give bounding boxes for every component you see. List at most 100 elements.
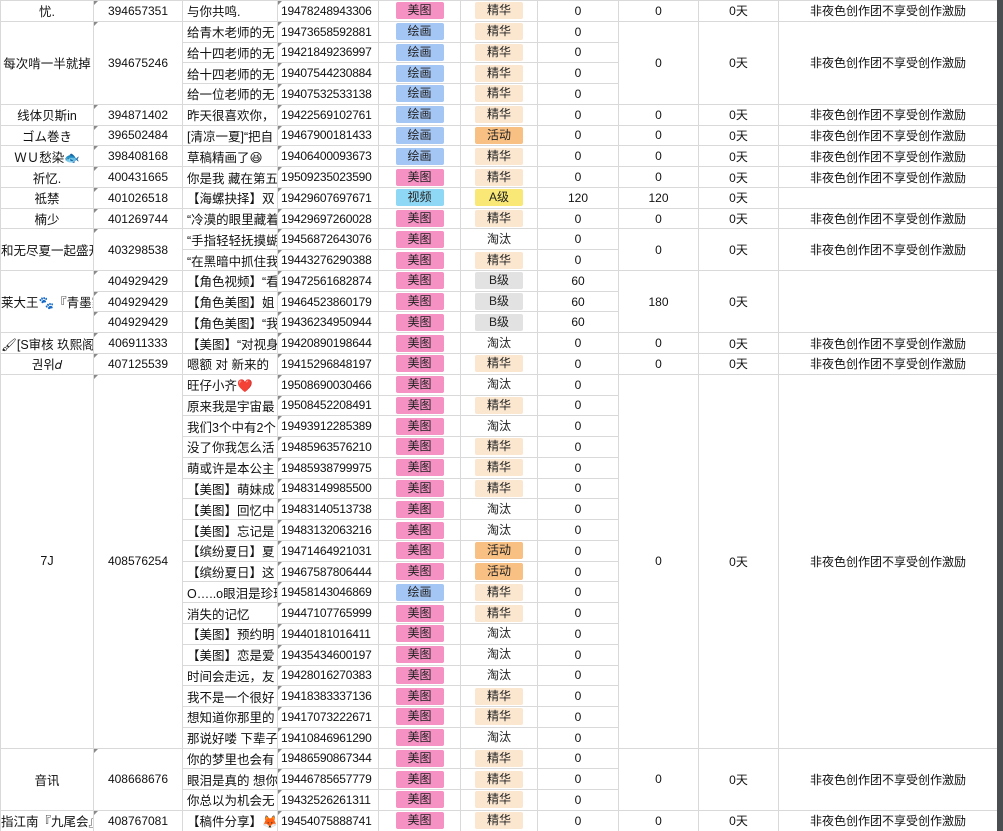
right-edge-scrollbar[interactable]: [997, 0, 1003, 831]
cell-remark[interactable]: 非夜色创作团不享受创作激励: [778, 145, 998, 168]
cell-total-score[interactable]: 0: [618, 353, 699, 375]
cell-score[interactable]: 0: [537, 456, 619, 479]
cell-score[interactable]: 0: [537, 41, 619, 64]
cell-score[interactable]: 0: [537, 62, 619, 85]
cell-post-title[interactable]: 你总以为机会无: [182, 789, 278, 811]
cell-post-title[interactable]: O…..o眼泪是珍珠: [182, 581, 278, 604]
cell-post-title[interactable]: 你是我 藏在第五: [182, 166, 278, 188]
cell-total-score[interactable]: 0: [618, 166, 699, 188]
cell-score[interactable]: 0: [537, 560, 619, 583]
cell-member-id[interactable]: 401026518: [93, 186, 183, 209]
cell-status-badge[interactable]: 精华: [460, 747, 538, 770]
cell-post-id[interactable]: 19485938799975: [277, 456, 379, 479]
cell-type-badge[interactable]: 绘画: [378, 103, 461, 126]
cell-score[interactable]: 0: [537, 519, 619, 541]
cell-post-title[interactable]: 那说好喽 下辈子: [182, 726, 278, 749]
cell-member-id[interactable]: 400431665: [93, 166, 183, 188]
cell-score[interactable]: 0: [537, 436, 619, 458]
cell-remark[interactable]: [778, 186, 998, 209]
cell-type-badge[interactable]: 美图: [378, 332, 461, 355]
cell-remark[interactable]: 非夜色创作团不享受创作激励: [778, 124, 998, 147]
cell-status-badge[interactable]: 淘汰: [460, 373, 538, 396]
cell-score[interactable]: 0: [537, 353, 619, 375]
cell-post-title[interactable]: 眼泪是真的 想你: [182, 768, 278, 791]
cell-post-id[interactable]: 19478248943306: [277, 0, 379, 22]
cell-total-score[interactable]: 0: [618, 332, 699, 355]
cell-total-score[interactable]: 0: [618, 809, 699, 831]
cell-status-badge[interactable]: 精华: [460, 394, 538, 417]
cell-type-badge[interactable]: 美图: [378, 207, 461, 230]
cell-post-id[interactable]: 19410846961290: [277, 726, 379, 749]
cell-status-badge[interactable]: A级: [460, 186, 538, 209]
cell-member-name[interactable]: 忧.: [0, 0, 94, 22]
cell-member-name[interactable]: 7J: [0, 373, 94, 749]
cell-status-badge[interactable]: 精华: [460, 207, 538, 230]
cell-post-id[interactable]: 19417073222671: [277, 706, 379, 728]
cell-post-title[interactable]: 没了你我怎么活: [182, 436, 278, 458]
cell-post-id[interactable]: 19509235023590: [277, 166, 379, 188]
cell-remark[interactable]: 非夜色创作团不享受创作激励: [778, 228, 998, 271]
cell-score[interactable]: 0: [537, 789, 619, 811]
cell-remark[interactable]: 非夜色创作团不享受创作激励: [778, 353, 998, 375]
cell-status-badge[interactable]: 精华: [460, 436, 538, 458]
cell-post-id[interactable]: 19493912285389: [277, 415, 379, 438]
cell-score[interactable]: 0: [537, 643, 619, 666]
cell-member-name[interactable]: ＷＵ愁染🐟: [0, 145, 94, 168]
cell-post-title[interactable]: 原来我是宇宙最: [182, 394, 278, 417]
cell-score[interactable]: 0: [537, 0, 619, 22]
cell-status-badge[interactable]: 淘汰: [460, 332, 538, 355]
cell-score[interactable]: 0: [537, 83, 619, 105]
cell-score[interactable]: 0: [537, 228, 619, 251]
cell-type-badge[interactable]: 美图: [378, 726, 461, 749]
cell-score[interactable]: 0: [537, 207, 619, 230]
cell-status-badge[interactable]: 精华: [460, 706, 538, 728]
cell-post-id[interactable]: 19508452208491: [277, 394, 379, 417]
cell-status-badge[interactable]: 淘汰: [460, 519, 538, 541]
cell-remark[interactable]: 非夜色创作团不享受创作激励: [778, 166, 998, 188]
cell-days[interactable]: 0天: [698, 269, 779, 334]
cell-score[interactable]: 0: [537, 581, 619, 604]
cell-member-name[interactable]: ゴム巻き: [0, 124, 94, 147]
cell-status-badge[interactable]: 精华: [460, 477, 538, 500]
cell-post-id[interactable]: 19473658592881: [277, 20, 379, 43]
cell-score[interactable]: 60: [537, 311, 619, 334]
cell-days[interactable]: 0天: [698, 228, 779, 271]
cell-post-title[interactable]: 旺仔小齐❤️: [182, 373, 278, 396]
cell-type-badge[interactable]: 美图: [378, 809, 461, 831]
cell-score[interactable]: 0: [537, 145, 619, 168]
cell-type-badge[interactable]: 美图: [378, 622, 461, 645]
cell-status-badge[interactable]: 精华: [460, 20, 538, 43]
cell-status-badge[interactable]: 精华: [460, 145, 538, 168]
cell-status-badge[interactable]: 精华: [460, 789, 538, 811]
cell-total-score[interactable]: 0: [618, 20, 699, 105]
cell-post-id[interactable]: 19464523860179: [277, 290, 379, 313]
cell-post-title[interactable]: 与你共鸣.: [182, 0, 278, 22]
cell-type-badge[interactable]: 美图: [378, 747, 461, 770]
cell-score[interactable]: 0: [537, 124, 619, 147]
cell-post-title[interactable]: 给十四老师的无: [182, 41, 278, 64]
cell-member-name[interactable]: 楠少: [0, 207, 94, 230]
cell-remark[interactable]: 非夜色创作团不享受创作激励: [778, 0, 998, 22]
cell-post-title[interactable]: “冷漠的眼里藏着: [182, 207, 278, 230]
cell-member-id[interactable]: 407125539: [93, 353, 183, 375]
cell-post-title[interactable]: 给十四老师的无: [182, 62, 278, 85]
cell-member-id[interactable]: 404929429: [93, 269, 183, 292]
cell-status-badge[interactable]: B级: [460, 290, 538, 313]
cell-status-badge[interactable]: 精华: [460, 768, 538, 791]
cell-total-score[interactable]: 0: [618, 145, 699, 168]
cell-score[interactable]: 0: [537, 20, 619, 43]
cell-post-title[interactable]: 昨天很喜欢你，: [182, 103, 278, 126]
cell-post-title[interactable]: [清凉一夏]“把自: [182, 124, 278, 147]
cell-post-title[interactable]: 【角色视频】“看: [182, 269, 278, 292]
cell-member-id[interactable]: 408767081: [93, 809, 183, 831]
cell-type-badge[interactable]: 美图: [378, 539, 461, 562]
cell-type-badge[interactable]: 美图: [378, 519, 461, 541]
cell-total-score[interactable]: 0: [618, 373, 699, 749]
cell-post-title[interactable]: 萌或许是本公主: [182, 456, 278, 479]
cell-member-id[interactable]: 406911333: [93, 332, 183, 355]
cell-days[interactable]: 0天: [698, 207, 779, 230]
cell-member-name[interactable]: 指江南『九尾会』: [0, 809, 94, 831]
cell-status-badge[interactable]: 淘汰: [460, 643, 538, 666]
cell-total-score[interactable]: 120: [618, 186, 699, 209]
cell-member-name[interactable]: 线体贝斯in: [0, 103, 94, 126]
